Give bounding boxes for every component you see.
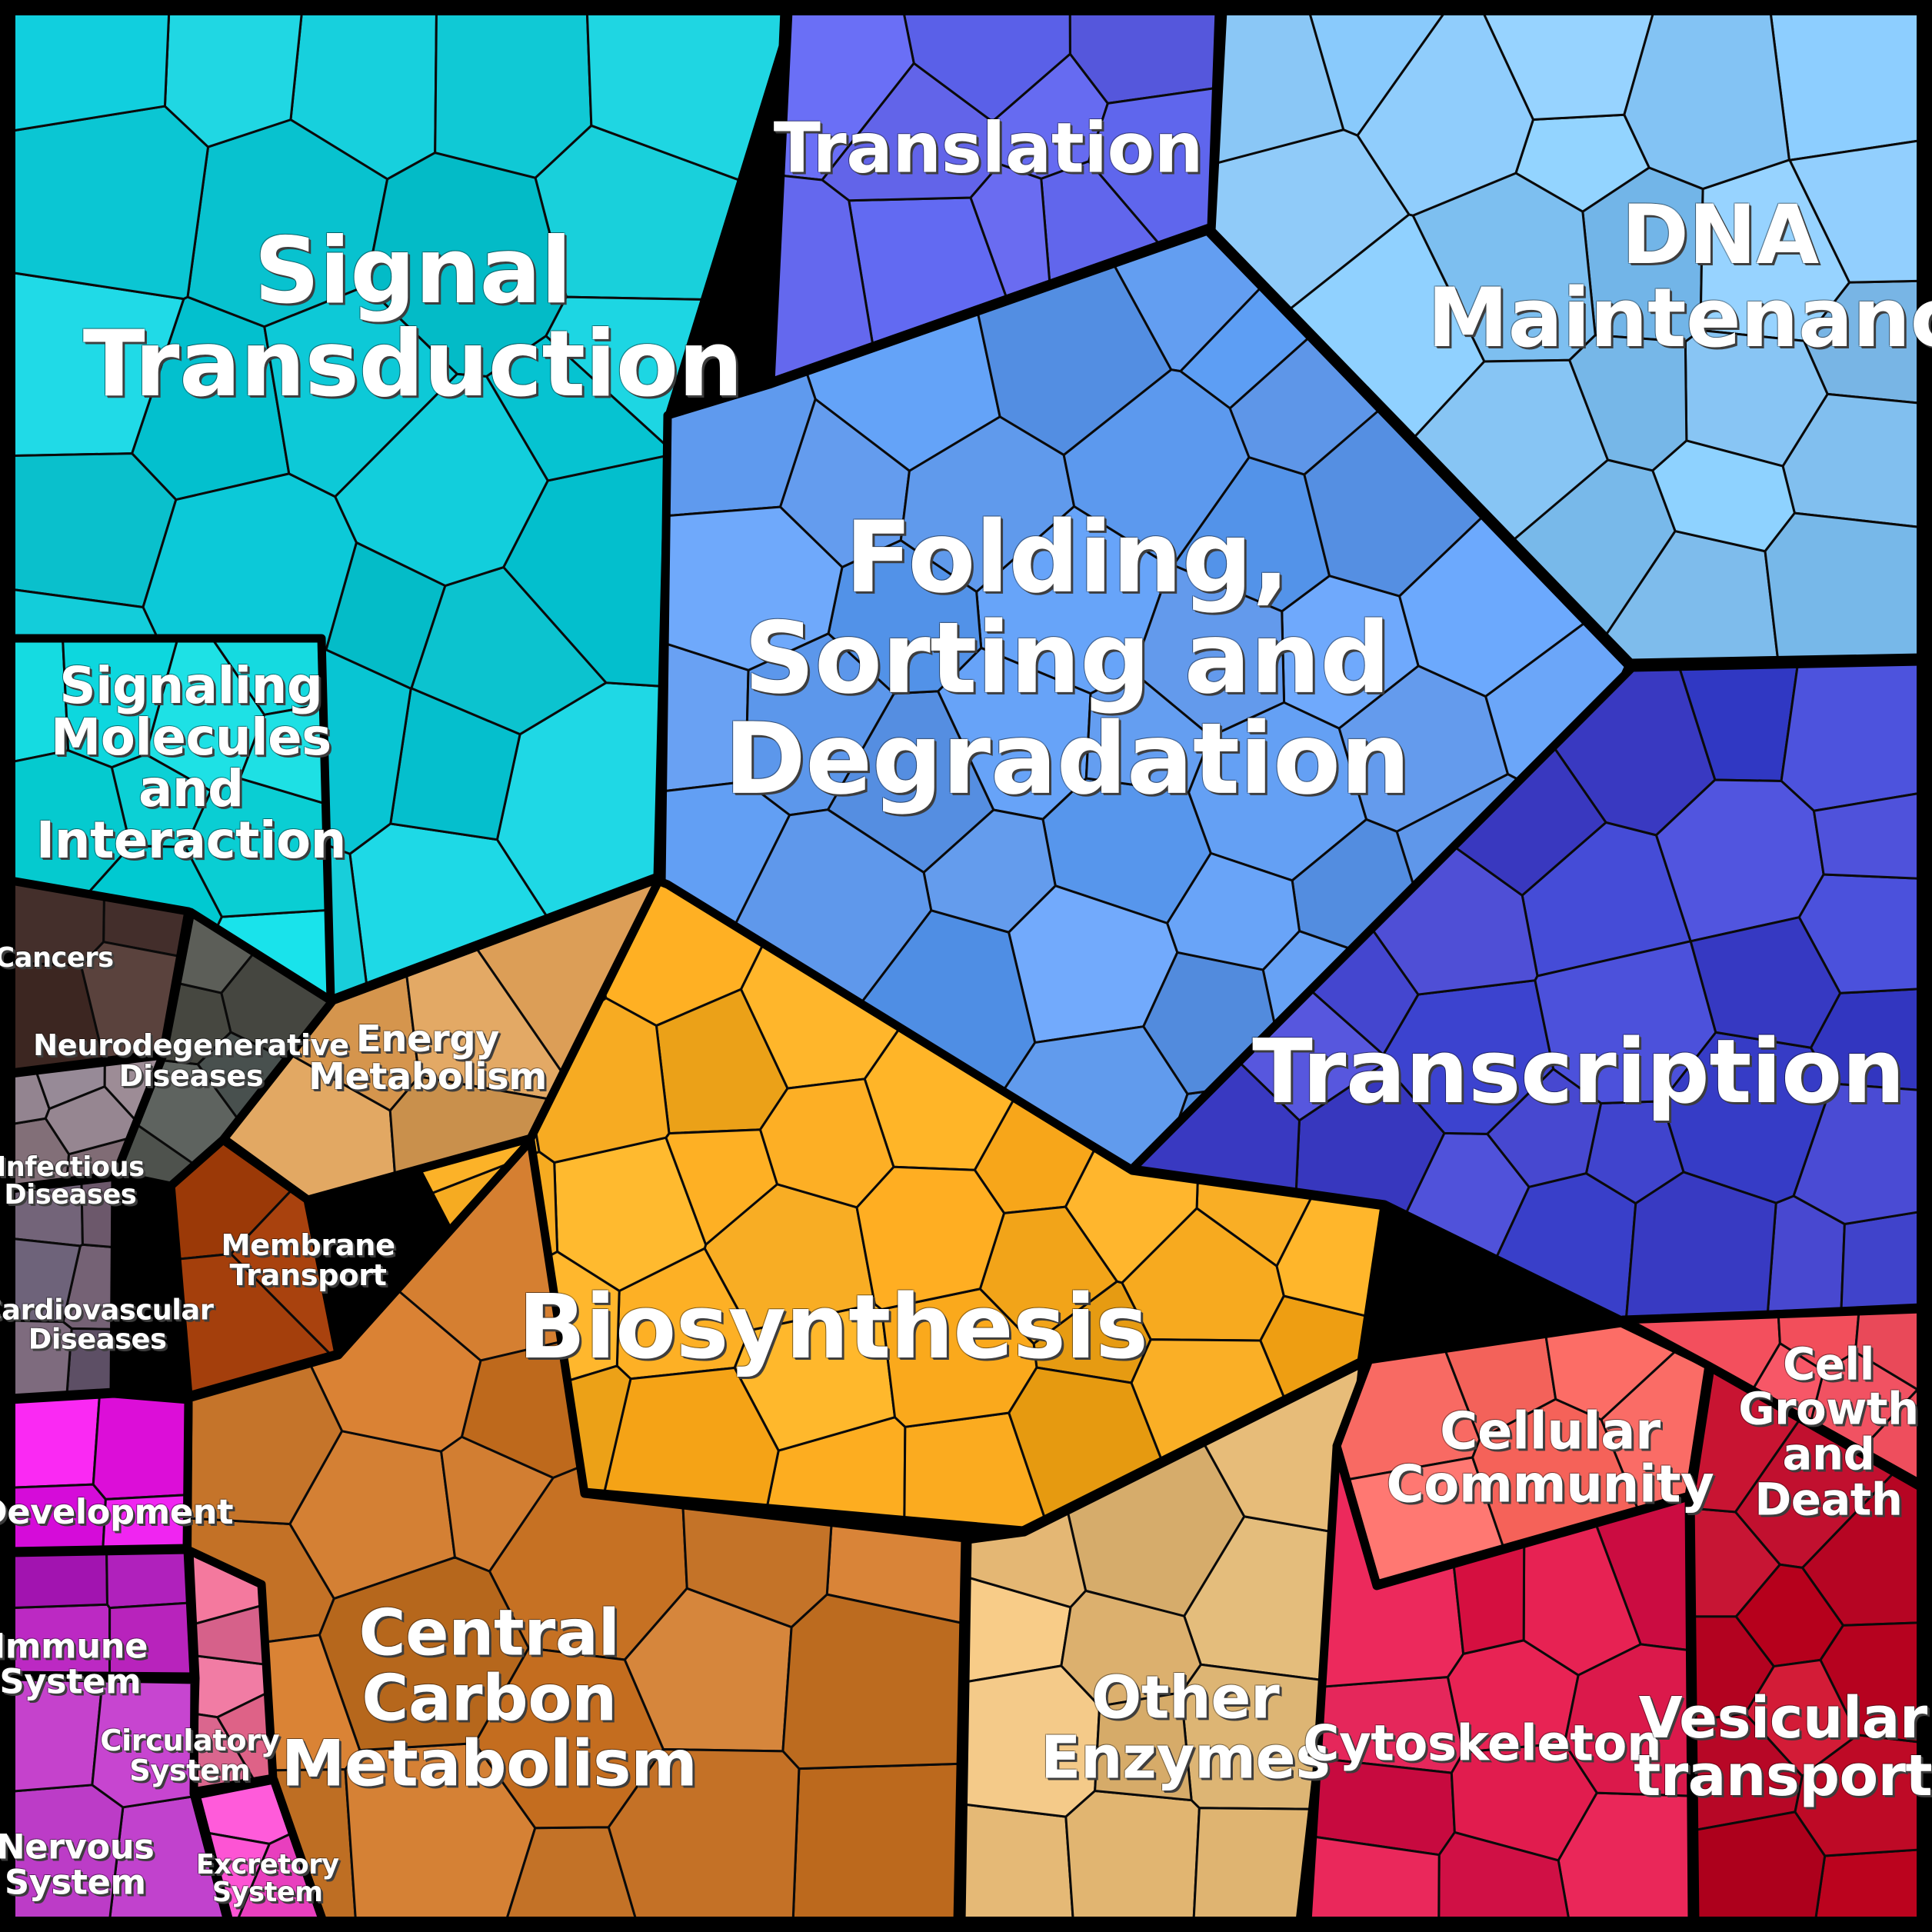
treemap-cell[interactable] (1486, 1068, 1603, 1188)
treemap-group-development[interactable] (6, 1389, 193, 1556)
treemap-cell[interactable] (1764, 511, 1923, 661)
treemap-cell[interactable] (9, 1319, 73, 1400)
treemap-cell[interactable] (318, 1556, 530, 1752)
treemap-cell[interactable] (102, 1494, 189, 1551)
treemap-cell[interactable] (9, 1550, 108, 1610)
treemap-cell[interactable] (110, 753, 212, 848)
treemap-cell[interactable] (1192, 1807, 1314, 1923)
treemap-cell[interactable] (1769, 9, 1923, 162)
treemap-cell[interactable] (9, 1483, 107, 1553)
treemap-group-central-carbon-metabolism[interactable] (180, 1136, 970, 1926)
treemap-cell[interactable] (758, 1078, 895, 1209)
treemap-cell[interactable] (827, 539, 983, 695)
treemap-cell[interactable] (1568, 334, 1688, 472)
treemap-cell[interactable] (1062, 368, 1251, 568)
treemap-group-circulatory-system[interactable] (185, 1546, 278, 1797)
treemap-cell[interactable] (791, 1762, 962, 1923)
treemap-cell[interactable] (9, 1393, 102, 1489)
treemap-group-vesicular-transport[interactable] (1686, 1363, 1926, 1926)
treemap-cell[interactable] (960, 1803, 1074, 1923)
treemap-cell[interactable] (1064, 1789, 1201, 1923)
treemap-cell[interactable] (1780, 660, 1923, 812)
treemap-cell[interactable] (9, 1603, 112, 1677)
treemap-cell[interactable] (108, 1601, 195, 1678)
treemap-cell[interactable] (410, 566, 608, 736)
treemap-cell[interactable] (1180, 1663, 1328, 1810)
treemap-cell[interactable] (1624, 1171, 1777, 1323)
treemap-cell[interactable] (781, 1593, 965, 1770)
treemap-group-other-enzymes[interactable] (957, 1358, 1367, 1926)
treemap-group-neurodegenerative-diseases[interactable] (111, 908, 337, 1191)
treemap-cell[interactable] (91, 1677, 196, 1809)
treemap-group-biosynthesis[interactable] (326, 876, 1389, 1535)
treemap-group-nervous-system[interactable] (6, 1672, 232, 1926)
treemap-cell[interactable] (1814, 1848, 1923, 1923)
treemap-cell[interactable] (9, 1675, 105, 1793)
treemap-cell[interactable] (263, 285, 458, 498)
treemap-cell[interactable] (1094, 1691, 1193, 1802)
treemap-cell[interactable] (1356, 9, 1534, 217)
treemap-cell[interactable] (1166, 851, 1301, 971)
treemap-cell[interactable] (92, 1392, 190, 1501)
treemap-cell[interactable] (65, 1327, 116, 1397)
treemap-group-cell-growth-and-death[interactable] (1618, 1304, 1926, 1489)
treemap-cell[interactable] (1689, 916, 1842, 1049)
treemap-cell[interactable] (9, 637, 70, 764)
treemap-cell[interactable] (1623, 9, 1790, 191)
treemap-cell[interactable] (1084, 671, 1212, 794)
treemap-cell[interactable] (9, 105, 210, 301)
treemap-group-cardiovascular-diseases[interactable] (6, 1172, 120, 1403)
treemap-cell[interactable] (1744, 1658, 1859, 1777)
treemap-cell[interactable] (334, 372, 549, 588)
treemap-cell[interactable] (105, 1548, 192, 1610)
treemap-group-excretory-system[interactable] (192, 1775, 328, 1926)
treemap-cell[interactable] (1316, 1675, 1465, 1774)
treemap-cell[interactable] (1840, 1210, 1923, 1313)
treemap-group-transcription[interactable] (1128, 657, 1926, 1326)
treemap-cell[interactable] (80, 1175, 117, 1249)
treemap-group-immune-system[interactable] (6, 1545, 198, 1681)
treemap-group-cytoskeleton[interactable] (1303, 1443, 1697, 1926)
treemap-cell[interactable] (1693, 1810, 1827, 1923)
treemap-cell[interactable] (961, 1664, 1101, 1818)
treemap-cell[interactable] (9, 1784, 125, 1923)
